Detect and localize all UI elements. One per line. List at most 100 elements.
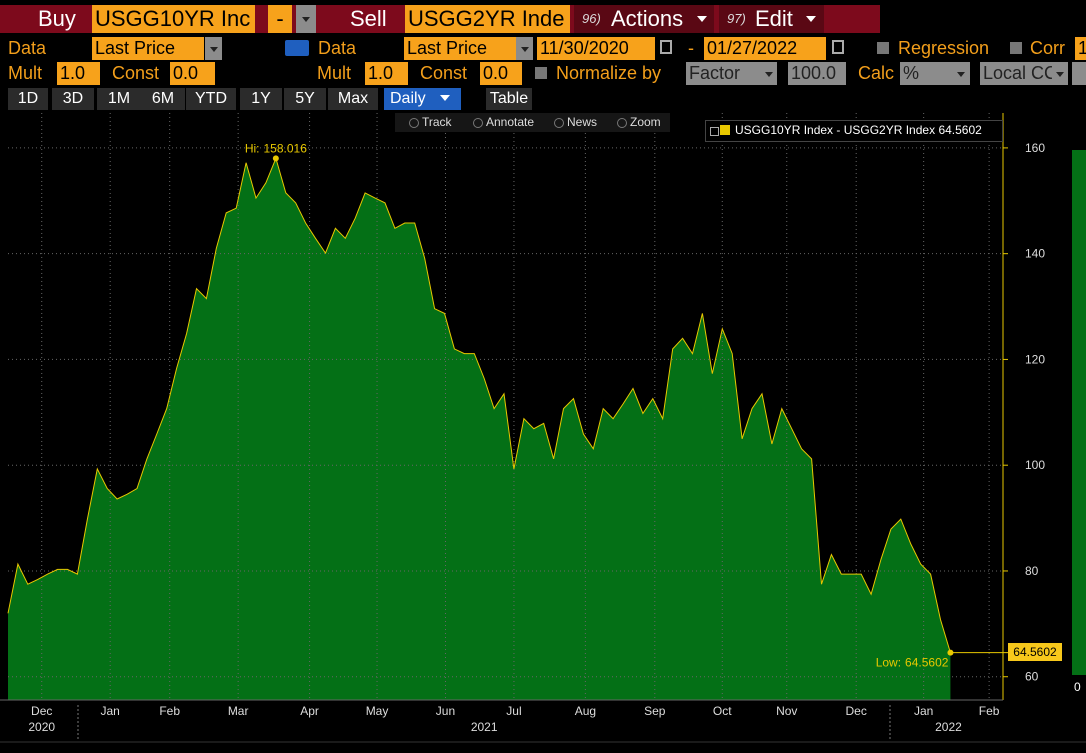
- hi-marker: [272, 155, 279, 162]
- mult-label: Mult: [8, 63, 43, 83]
- dropdown-arrow: [806, 16, 816, 27]
- currency-select[interactable]: Local CCY: [980, 62, 1052, 85]
- field-select[interactable]: Last Price: [92, 37, 204, 60]
- y-tick-label: 60: [1025, 670, 1039, 684]
- x-tick-label: Mar: [228, 704, 249, 718]
- x-year-label: 2021: [471, 720, 498, 734]
- x-tick-label: Dec: [846, 704, 867, 718]
- chart-toolbar: [395, 113, 670, 132]
- edit-label: Edit: [755, 6, 793, 31]
- operator-dropdown[interactable]: [296, 5, 316, 33]
- series-line: [7, 156, 951, 653]
- x-tick-label: May: [366, 704, 389, 718]
- period-tab[interactable]: 1Y: [240, 88, 282, 110]
- x-tick-label: Feb: [159, 704, 180, 718]
- side-panel-label: 0: [1074, 680, 1081, 694]
- calendar-icon[interactable]: [660, 40, 672, 54]
- start-date[interactable]: 11/30/2020: [537, 37, 655, 60]
- x-tick-label: Jan: [914, 704, 933, 718]
- mode-dropdown[interactable]: [761, 62, 777, 85]
- x-tick-label: Jan: [101, 704, 120, 718]
- x-tick-label: Oct: [713, 704, 732, 718]
- edit-number: 97): [727, 11, 746, 26]
- chart-tool[interactable]: Zoom: [630, 115, 661, 129]
- field-select[interactable]: Last Price: [404, 37, 516, 60]
- normalize-mode[interactable]: Factor: [686, 62, 761, 85]
- legend-swatch: [720, 125, 730, 135]
- x-tick-label: Sep: [644, 704, 666, 718]
- sell-ticker[interactable]: USGG2YR Inde: [405, 5, 570, 33]
- actions-button[interactable]: [574, 5, 714, 33]
- y-tick-label: 100: [1025, 458, 1045, 472]
- corr-value[interactable]: 1: [1075, 37, 1086, 60]
- dropdown-arrow: [697, 16, 707, 27]
- period-tab[interactable]: YTD: [186, 88, 236, 110]
- period-tab[interactable]: 5Y: [284, 88, 326, 110]
- calc-dropdown[interactable]: [952, 62, 970, 85]
- corr-label: Corr: [1030, 38, 1065, 58]
- const-input[interactable]: 0.0: [480, 62, 522, 85]
- data-label: Data: [8, 38, 47, 58]
- calendar-icon[interactable]: [832, 40, 844, 54]
- regression-label: Regression: [898, 38, 990, 58]
- period-tab[interactable]: 6M: [141, 88, 185, 110]
- chart-tool[interactable]: Annotate: [486, 115, 535, 129]
- period-tab[interactable]: Table: [486, 88, 532, 110]
- last-value-label: 64.5602: [1008, 643, 1062, 661]
- x-tick-label: Apr: [300, 704, 319, 718]
- chart-tool[interactable]: News: [567, 115, 598, 129]
- mult-input[interactable]: 1.0: [365, 62, 408, 85]
- checkbox[interactable]: [535, 67, 547, 79]
- period-tab[interactable]: 3D: [52, 88, 94, 110]
- legend: [705, 120, 1003, 142]
- chart-tool[interactable]: Track: [422, 115, 452, 129]
- const-input[interactable]: 0.0: [170, 62, 215, 85]
- hi-annotation: Hi: 158.016: [245, 141, 307, 155]
- checkbox[interactable]: [1010, 42, 1022, 54]
- low-annotation: Low: 64.5602: [876, 656, 949, 670]
- area-fill: [8, 158, 951, 700]
- swap-icon[interactable]: [285, 40, 309, 56]
- x-year-label: 2020: [28, 720, 55, 734]
- operator[interactable]: -: [268, 5, 292, 33]
- mult-label: Mult: [317, 63, 352, 83]
- actions-label: Actions: [611, 6, 684, 31]
- side-control[interactable]: [1072, 62, 1086, 85]
- buy-label: Buy: [38, 6, 76, 31]
- normalize-value[interactable]: 100.0: [788, 62, 846, 85]
- low-value: 64.5602: [905, 656, 949, 670]
- period-tab[interactable]: 1D: [8, 88, 48, 110]
- date-separator: -: [688, 38, 694, 58]
- const-label: Const: [112, 63, 160, 83]
- hi-label: Hi:: [245, 141, 260, 155]
- const-label: Const: [420, 63, 468, 83]
- calc-select[interactable]: %: [900, 62, 952, 85]
- low-marker: [947, 649, 954, 656]
- field-dropdown[interactable]: [205, 37, 222, 60]
- data-label: Data: [318, 38, 357, 58]
- x-tick-label: Feb: [979, 704, 1000, 718]
- legend-value: 64.5602: [938, 123, 982, 137]
- tool-icon: [473, 118, 483, 128]
- x-tick-label: Aug: [575, 704, 596, 718]
- sell-label: Sell: [350, 6, 387, 31]
- field-dropdown[interactable]: [516, 37, 533, 60]
- end-date[interactable]: 01/27/2022: [704, 37, 826, 60]
- legend-label: USGG10YR Index - USGG2YR Index: [735, 123, 936, 137]
- period-tab[interactable]: Max: [328, 88, 378, 110]
- side-panel: [1072, 150, 1086, 675]
- x-tick-label: Jun: [436, 704, 455, 718]
- y-tick-label: 120: [1025, 352, 1045, 366]
- x-tick-label: Nov: [776, 704, 797, 718]
- x-tick-label: Dec: [31, 704, 52, 718]
- period-tab[interactable]: 1M: [97, 88, 141, 110]
- buy-ticker[interactable]: USGG10YR Inc: [92, 5, 255, 33]
- checkbox[interactable]: [877, 42, 889, 54]
- low-label: Low:: [876, 656, 901, 670]
- period-tab[interactable]: Daily: [384, 88, 461, 110]
- mult-input[interactable]: 1.0: [57, 62, 100, 85]
- legend-toggle[interactable]: [710, 127, 719, 136]
- dropdown-arrow: [440, 95, 450, 106]
- currency-dropdown[interactable]: [1052, 62, 1068, 85]
